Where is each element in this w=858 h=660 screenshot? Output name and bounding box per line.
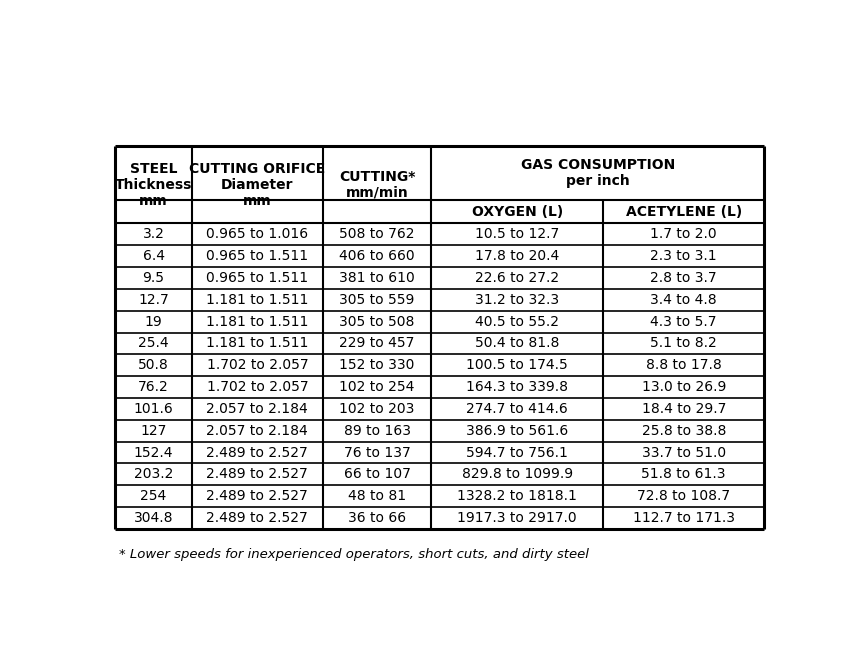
Text: 8.8 to 17.8: 8.8 to 17.8	[646, 358, 722, 372]
Text: 1.702 to 2.057: 1.702 to 2.057	[207, 380, 308, 394]
Text: 101.6: 101.6	[134, 402, 173, 416]
Text: 50.8: 50.8	[138, 358, 169, 372]
Text: 594.7 to 756.1: 594.7 to 756.1	[467, 446, 568, 459]
Text: 829.8 to 1099.9: 829.8 to 1099.9	[462, 467, 573, 481]
Text: 2.489 to 2.527: 2.489 to 2.527	[207, 489, 308, 503]
Text: 66 to 107: 66 to 107	[344, 467, 410, 481]
Text: 229 to 457: 229 to 457	[340, 337, 414, 350]
Text: 112.7 to 171.3: 112.7 to 171.3	[632, 511, 734, 525]
Text: 25.8 to 38.8: 25.8 to 38.8	[642, 424, 726, 438]
Text: 22.6 to 27.2: 22.6 to 27.2	[475, 271, 559, 285]
Text: 51.8 to 61.3: 51.8 to 61.3	[642, 467, 726, 481]
Text: 3.4 to 4.8: 3.4 to 4.8	[650, 293, 717, 307]
Text: 40.5 to 55.2: 40.5 to 55.2	[475, 315, 559, 329]
Text: 2.057 to 2.184: 2.057 to 2.184	[207, 424, 308, 438]
Text: 6.4: 6.4	[142, 249, 165, 263]
Text: 102 to 254: 102 to 254	[340, 380, 414, 394]
Text: 152 to 330: 152 to 330	[340, 358, 414, 372]
Text: GAS CONSUMPTION
per inch: GAS CONSUMPTION per inch	[521, 158, 675, 189]
Text: CUTTING ORIFICE
Diameter
mm: CUTTING ORIFICE Diameter mm	[190, 162, 325, 208]
Text: 1.7 to 2.0: 1.7 to 2.0	[650, 228, 717, 242]
Text: 1.702 to 2.057: 1.702 to 2.057	[207, 358, 308, 372]
Text: 305 to 508: 305 to 508	[340, 315, 414, 329]
Text: 25.4: 25.4	[138, 337, 169, 350]
Text: 10.5 to 12.7: 10.5 to 12.7	[475, 228, 559, 242]
Text: 508 to 762: 508 to 762	[340, 228, 415, 242]
Text: 2.8 to 3.7: 2.8 to 3.7	[650, 271, 717, 285]
Text: 2.057 to 2.184: 2.057 to 2.184	[207, 402, 308, 416]
Text: 164.3 to 339.8: 164.3 to 339.8	[466, 380, 568, 394]
Text: 1328.2 to 1818.1: 1328.2 to 1818.1	[457, 489, 577, 503]
Text: 0.965 to 1.511: 0.965 to 1.511	[206, 271, 308, 285]
Text: 72.8 to 108.7: 72.8 to 108.7	[637, 489, 730, 503]
Text: 48 to 81: 48 to 81	[348, 489, 406, 503]
Text: 1.181 to 1.511: 1.181 to 1.511	[206, 337, 309, 350]
Text: 17.8 to 20.4: 17.8 to 20.4	[475, 249, 559, 263]
Text: 304.8: 304.8	[134, 511, 173, 525]
Text: 2.489 to 2.527: 2.489 to 2.527	[207, 511, 308, 525]
Text: 127: 127	[141, 424, 166, 438]
Text: 0.965 to 1.511: 0.965 to 1.511	[206, 249, 308, 263]
Text: 406 to 660: 406 to 660	[339, 249, 415, 263]
Text: 254: 254	[141, 489, 166, 503]
Text: 31.2 to 32.3: 31.2 to 32.3	[475, 293, 559, 307]
Text: 1917.3 to 2917.0: 1917.3 to 2917.0	[457, 511, 577, 525]
Text: 381 to 610: 381 to 610	[339, 271, 415, 285]
Text: 3.2: 3.2	[142, 228, 165, 242]
Text: 33.7 to 51.0: 33.7 to 51.0	[642, 446, 726, 459]
Text: 76.2: 76.2	[138, 380, 169, 394]
Text: 19: 19	[145, 315, 162, 329]
Text: 386.9 to 561.6: 386.9 to 561.6	[466, 424, 568, 438]
Text: 102 to 203: 102 to 203	[340, 402, 414, 416]
Text: OXYGEN (L): OXYGEN (L)	[472, 205, 563, 219]
Text: 203.2: 203.2	[134, 467, 173, 481]
Text: STEEL
Thickness
mm: STEEL Thickness mm	[115, 162, 192, 208]
Text: 0.965 to 1.016: 0.965 to 1.016	[206, 228, 308, 242]
Text: ACETYLENE (L): ACETYLENE (L)	[625, 205, 742, 219]
Text: 274.7 to 414.6: 274.7 to 414.6	[467, 402, 568, 416]
Text: 50.4 to 81.8: 50.4 to 81.8	[475, 337, 559, 350]
Text: 100.5 to 174.5: 100.5 to 174.5	[467, 358, 568, 372]
Text: * Lower speeds for inexperienced operators, short cuts, and dirty steel: * Lower speeds for inexperienced operato…	[118, 548, 589, 561]
Text: 2.489 to 2.527: 2.489 to 2.527	[207, 446, 308, 459]
Text: 4.3 to 5.7: 4.3 to 5.7	[650, 315, 717, 329]
Text: 13.0 to 26.9: 13.0 to 26.9	[642, 380, 726, 394]
Text: 305 to 559: 305 to 559	[340, 293, 414, 307]
Text: 36 to 66: 36 to 66	[348, 511, 406, 525]
Text: 2.489 to 2.527: 2.489 to 2.527	[207, 467, 308, 481]
Text: CUTTING*
mm/min: CUTTING* mm/min	[339, 170, 415, 200]
Text: 1.181 to 1.511: 1.181 to 1.511	[206, 315, 309, 329]
Text: 12.7: 12.7	[138, 293, 169, 307]
Text: 152.4: 152.4	[134, 446, 173, 459]
Text: 89 to 163: 89 to 163	[343, 424, 411, 438]
Text: 1.181 to 1.511: 1.181 to 1.511	[206, 293, 309, 307]
Text: 2.3 to 3.1: 2.3 to 3.1	[650, 249, 717, 263]
Text: 18.4 to 29.7: 18.4 to 29.7	[642, 402, 726, 416]
Text: 9.5: 9.5	[142, 271, 165, 285]
Text: 76 to 137: 76 to 137	[344, 446, 410, 459]
Text: 5.1 to 8.2: 5.1 to 8.2	[650, 337, 717, 350]
